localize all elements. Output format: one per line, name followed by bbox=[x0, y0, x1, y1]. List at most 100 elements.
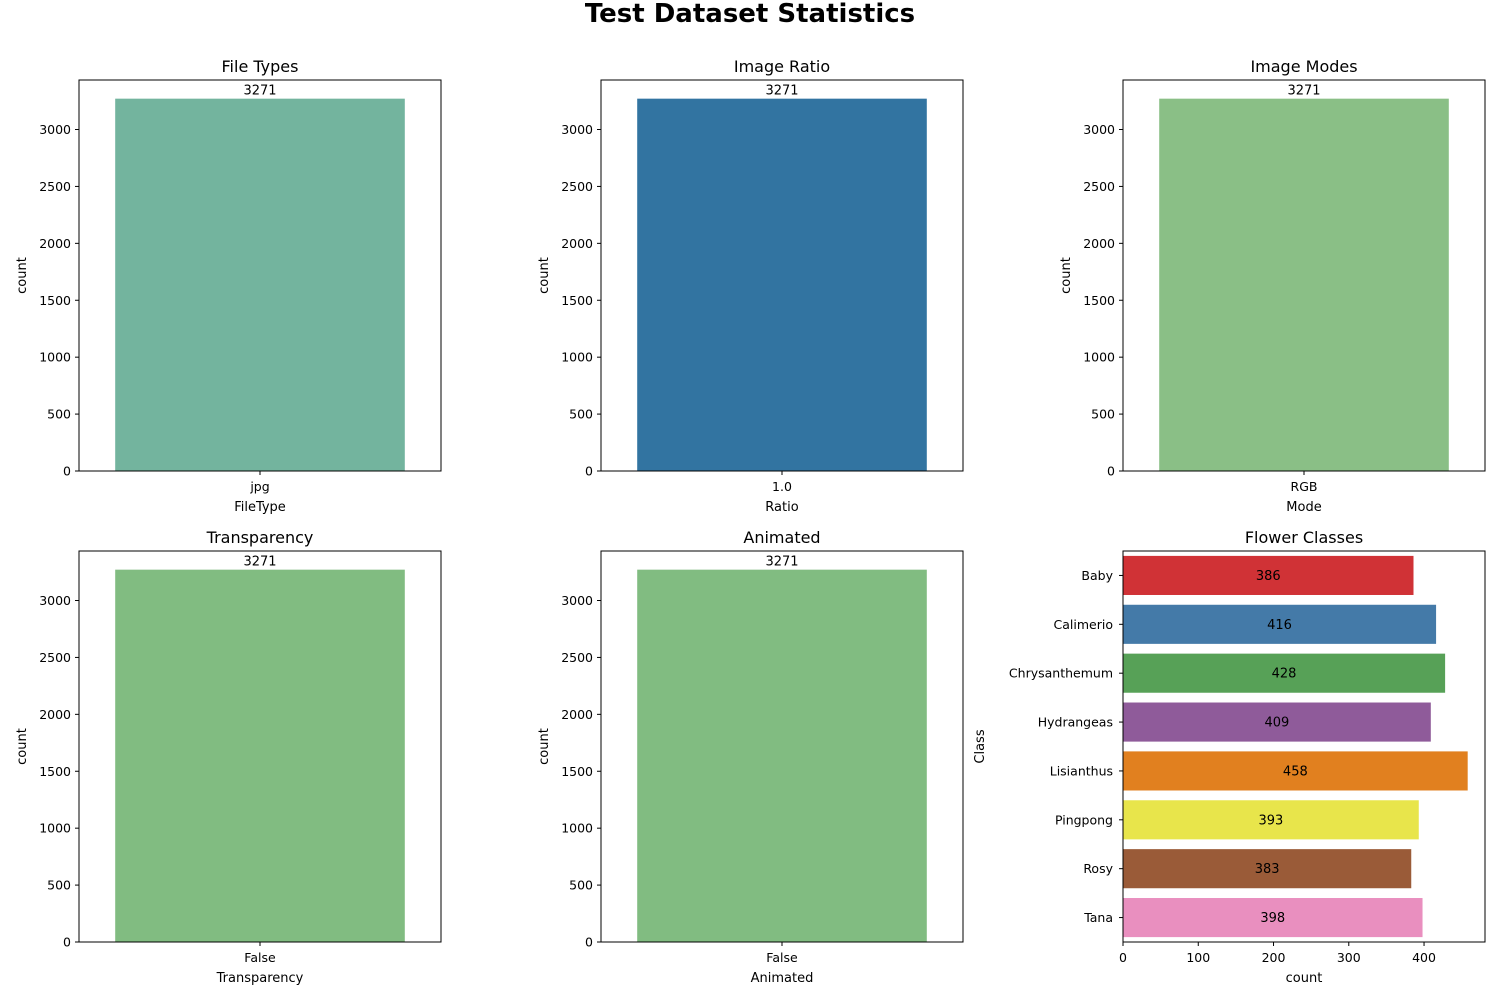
y-tick-label: 2500 bbox=[39, 650, 71, 665]
bar-value-label: 3271 bbox=[765, 84, 798, 99]
subplot-title: Image Ratio bbox=[734, 57, 830, 76]
axes-frame bbox=[1122, 550, 1486, 943]
y-axis-label: count bbox=[15, 257, 30, 294]
y-tick-label: 3000 bbox=[561, 122, 593, 137]
y-tick-label: 1000 bbox=[1083, 350, 1115, 365]
bar-value-label: 3271 bbox=[1287, 84, 1320, 99]
y-tick-label: 0 bbox=[585, 935, 593, 950]
y-tick-label: 1500 bbox=[561, 293, 593, 308]
y-axis-label: count bbox=[1059, 257, 1074, 294]
x-axis-label: Ratio bbox=[765, 500, 798, 515]
bar-value-label: 428 bbox=[1272, 667, 1297, 682]
y-axis-label: count bbox=[537, 728, 552, 765]
subplot-4: Transparency 3271 False 0 500 1000 1500 2000 250… bbox=[15, 528, 442, 986]
x-tick-label: 200 bbox=[1262, 950, 1286, 965]
y-tick-label: 2000 bbox=[39, 707, 71, 722]
y-tick-label: 2500 bbox=[1083, 179, 1115, 194]
bar-RGB bbox=[1159, 98, 1449, 471]
x-tick-label: 300 bbox=[1337, 950, 1361, 965]
x-tick-label: 1.0 bbox=[772, 479, 792, 494]
x-tick-label: jpg bbox=[249, 479, 269, 494]
y-tick-label: Rosy bbox=[1083, 861, 1113, 876]
bar-value-label: 393 bbox=[1258, 813, 1283, 828]
bar-value-label: 3271 bbox=[765, 555, 798, 570]
y-tick-label: Baby bbox=[1081, 568, 1113, 583]
bar-pingpong bbox=[1123, 800, 1419, 840]
bar-hydrangeas bbox=[1123, 702, 1431, 742]
y-tick-label: Chrysanthemum bbox=[1009, 666, 1113, 681]
subplot-title: Animated bbox=[743, 528, 820, 547]
bar-False bbox=[637, 569, 927, 942]
subplot-5: Animated 3271 False 0 500 1000 1500 2000 2500 300… bbox=[537, 528, 964, 986]
y-tick-label: 500 bbox=[1091, 407, 1115, 422]
x-axis-label: Animated bbox=[751, 971, 814, 986]
subplot-grid: File Types3271jpg05001000150020002500300… bbox=[15, 57, 1486, 986]
y-tick-label: 1500 bbox=[39, 764, 71, 779]
bar-lisianthus bbox=[1123, 751, 1468, 791]
y-tick-label: Lisianthus bbox=[1050, 763, 1113, 778]
x-tick-label: 100 bbox=[1186, 950, 1210, 965]
x-tick-label: 0 bbox=[1119, 950, 1127, 965]
bar-value-label: 416 bbox=[1267, 618, 1292, 633]
y-tick-label: 1000 bbox=[39, 350, 71, 365]
y-tick-label: 0 bbox=[63, 935, 71, 950]
x-axis-label: FileType bbox=[234, 500, 286, 515]
y-tick-label: Calimerio bbox=[1054, 617, 1113, 632]
y-tick-label: 1500 bbox=[39, 293, 71, 308]
bar-tana bbox=[1123, 898, 1423, 938]
y-tick-label: 2500 bbox=[561, 179, 593, 194]
y-tick-label: 1000 bbox=[561, 350, 593, 365]
y-tick-label: 500 bbox=[569, 878, 593, 893]
bar-value-label: 3271 bbox=[243, 84, 276, 99]
y-tick-label: Tana bbox=[1083, 910, 1113, 925]
y-tick-label: 500 bbox=[47, 407, 71, 422]
y-tick-label: 1500 bbox=[561, 764, 593, 779]
bar-rosy bbox=[1123, 849, 1412, 889]
axes-frame bbox=[600, 550, 964, 943]
y-tick-label: 3000 bbox=[39, 122, 71, 137]
subplot-3: Image Modes 3271 RGB 0 500 1000 1500 2000 2500 30… bbox=[1059, 57, 1486, 515]
y-tick-label: 2500 bbox=[561, 650, 593, 665]
axes-frame bbox=[78, 79, 442, 472]
bar-value-label: 3271 bbox=[243, 555, 276, 570]
y-axis-label: count bbox=[537, 257, 552, 294]
bar-value-label: 409 bbox=[1264, 716, 1289, 731]
y-tick-label: 1000 bbox=[39, 821, 71, 836]
y-tick-label: 3000 bbox=[1083, 122, 1115, 137]
bar-baby bbox=[1123, 555, 1414, 595]
y-tick-label: Pingpong bbox=[1055, 812, 1113, 827]
x-axis-label: count bbox=[1286, 971, 1323, 986]
y-tick-label: 500 bbox=[47, 878, 71, 893]
bar-1.0 bbox=[637, 98, 927, 471]
x-tick-label: False bbox=[766, 950, 798, 965]
bar-value-label: 398 bbox=[1260, 911, 1285, 926]
y-tick-label: 2500 bbox=[39, 179, 71, 194]
y-tick-label: 2000 bbox=[561, 236, 593, 251]
y-tick-label: 2000 bbox=[561, 707, 593, 722]
figure-title: Test Dataset Statistics bbox=[585, 0, 915, 29]
x-axis-label: Mode bbox=[1286, 500, 1321, 515]
y-tick-label: 500 bbox=[569, 407, 593, 422]
y-tick-label: 2000 bbox=[1083, 236, 1115, 251]
y-tick-label: 3000 bbox=[561, 593, 593, 608]
y-tick-label: Hydrangeas bbox=[1038, 715, 1113, 730]
axes-frame bbox=[1122, 79, 1486, 472]
subplot-title: Flower Classes bbox=[1245, 528, 1363, 547]
axes-frame bbox=[78, 550, 442, 943]
subplot-2: Image Ratio 3271 1.0 0 500 1000 1500 2000 2500 30… bbox=[537, 57, 964, 515]
subplot-6: Flower Classes 386 Baby 416 Calimerio 428 Chry… bbox=[973, 528, 1486, 986]
y-tick-label: 3000 bbox=[39, 593, 71, 608]
subplot-title: Transparency bbox=[206, 528, 314, 547]
bar-chrysanthemum bbox=[1123, 653, 1446, 693]
axes-frame bbox=[600, 79, 964, 472]
bar-value-label: 458 bbox=[1283, 764, 1308, 779]
subplot-1: File Types 3271 jpg 0 500 1000 1500 2000 2500 300… bbox=[15, 57, 442, 515]
subplot-title: File Types bbox=[222, 57, 299, 76]
y-axis-label: count bbox=[15, 728, 30, 765]
y-tick-label: 0 bbox=[1107, 464, 1115, 479]
bar-value-label: 386 bbox=[1256, 569, 1281, 584]
subplot-title: Image Modes bbox=[1250, 57, 1357, 76]
x-tick-label: 400 bbox=[1412, 950, 1436, 965]
bar-calimerio bbox=[1123, 604, 1437, 644]
